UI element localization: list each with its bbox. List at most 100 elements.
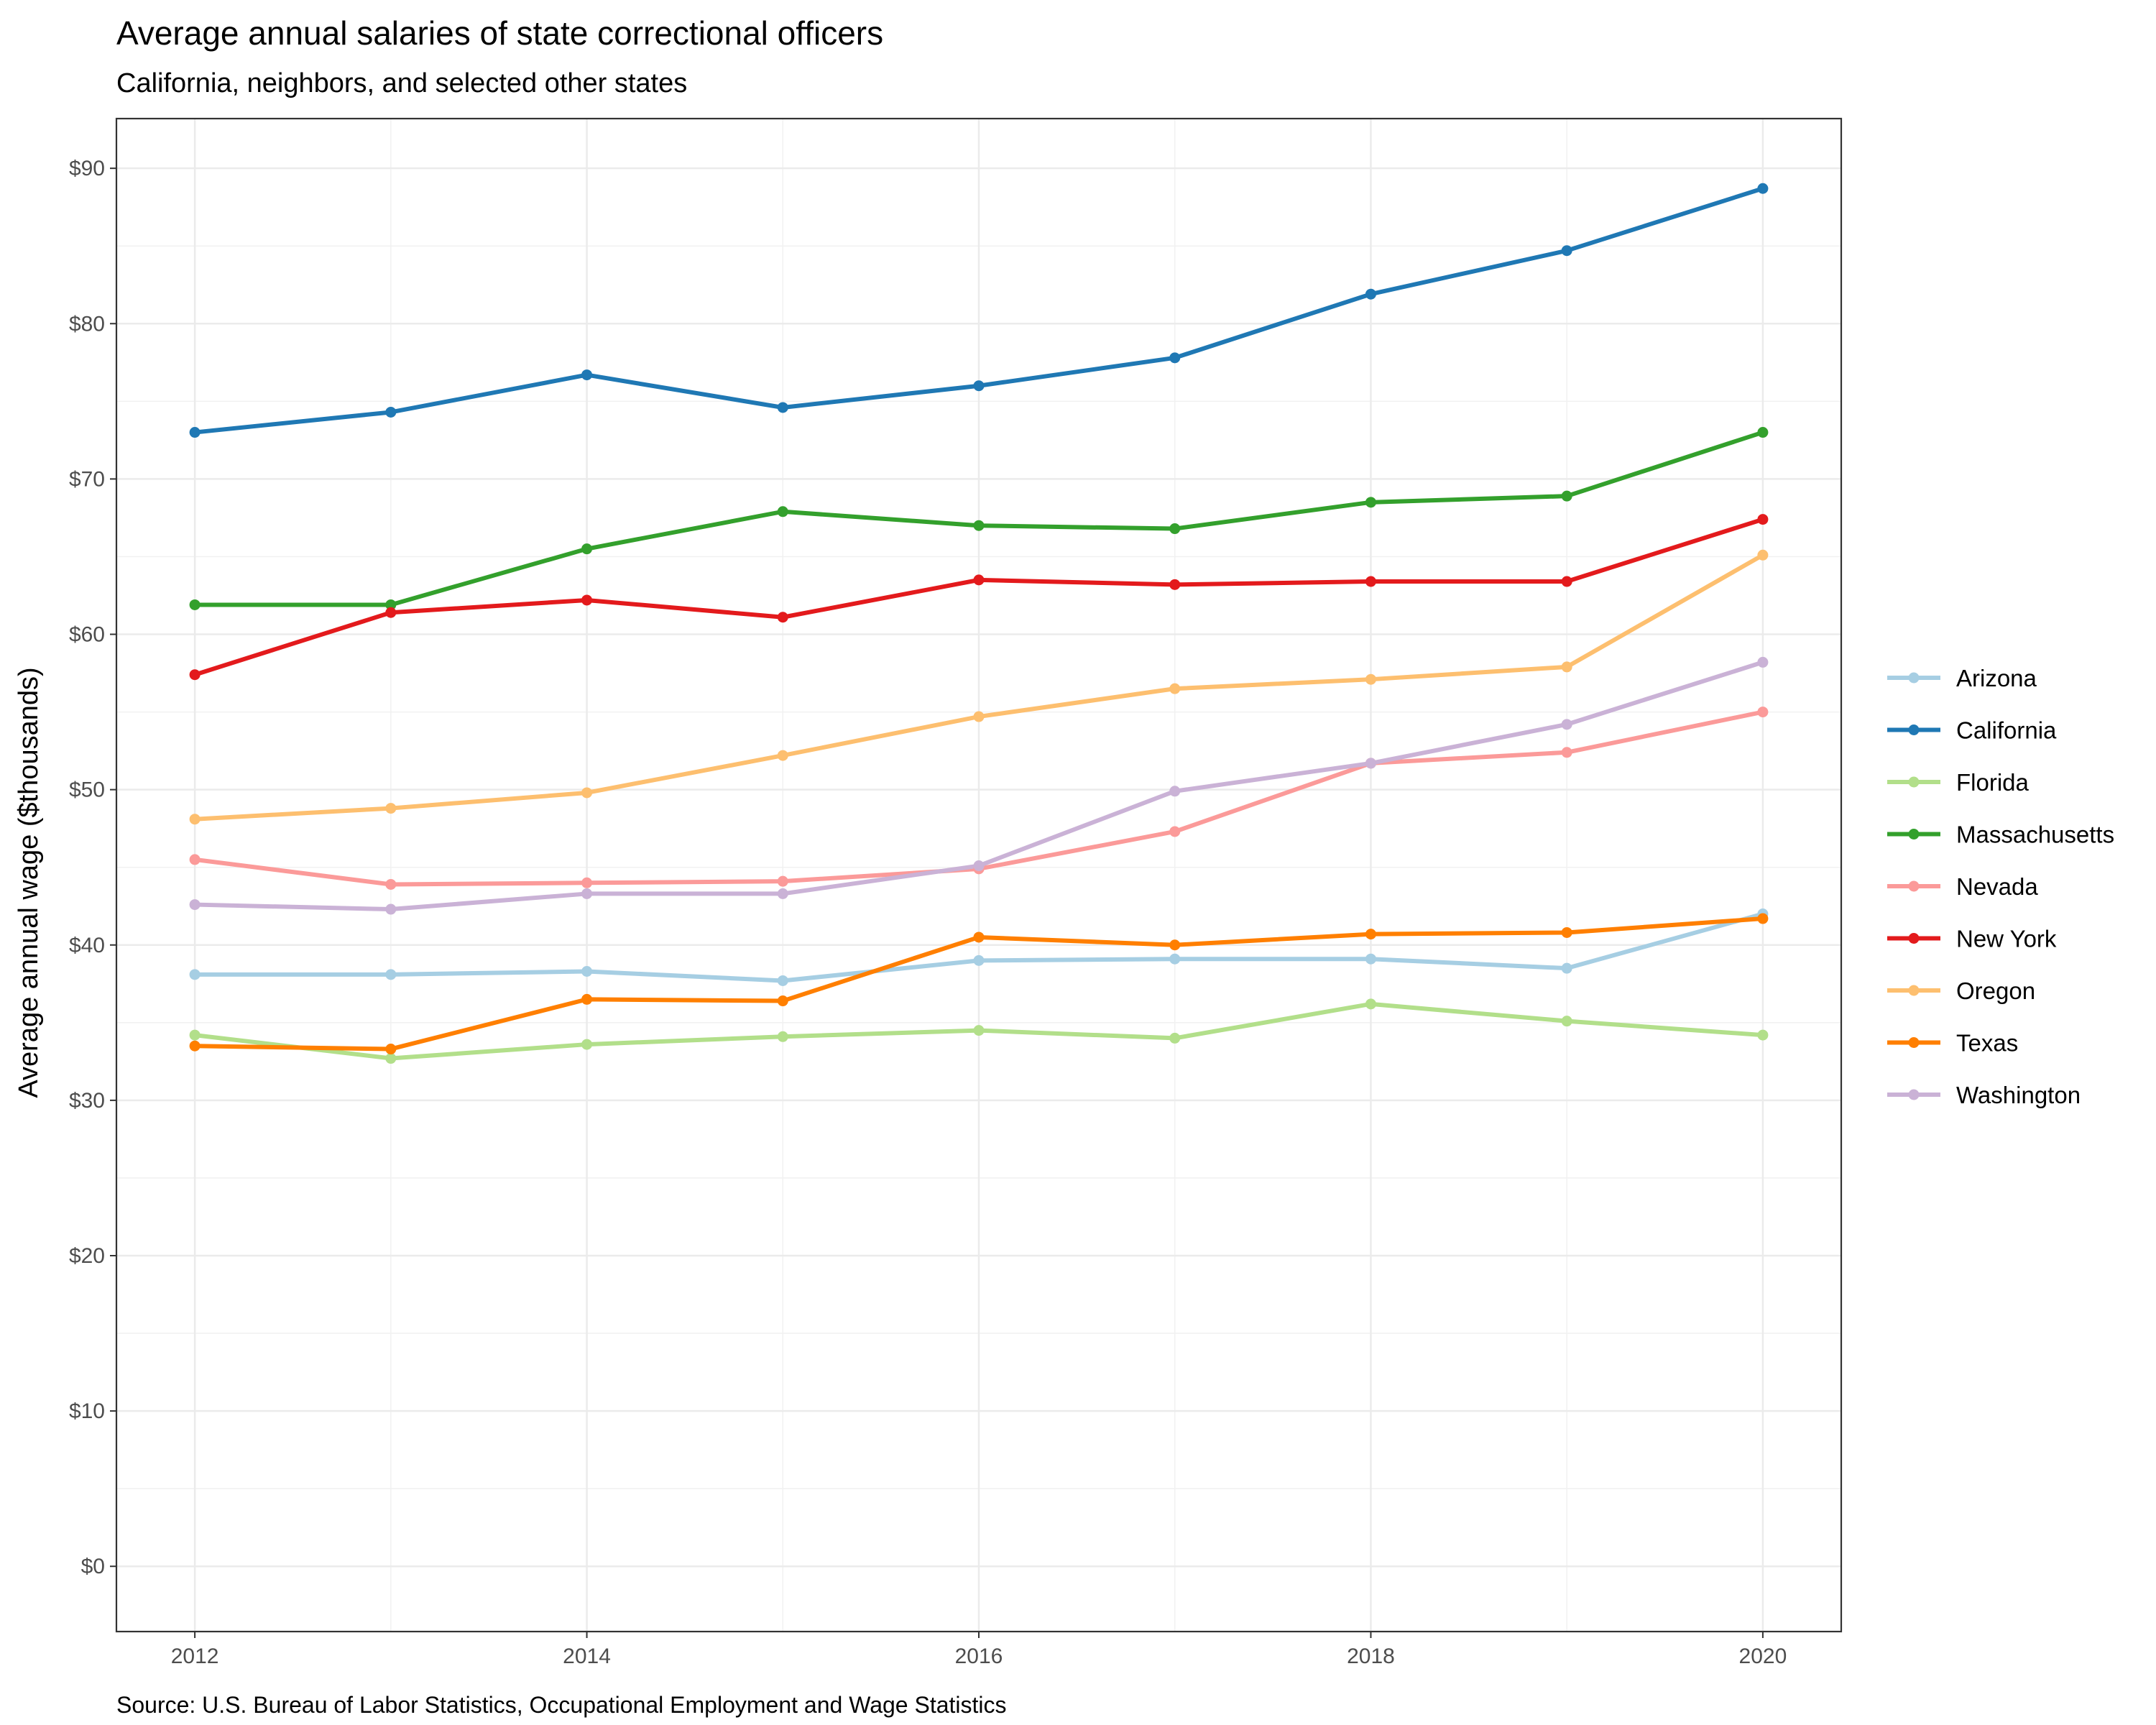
x-tick-label: 2012 xyxy=(171,1644,219,1668)
data-point-oregon xyxy=(1365,673,1376,685)
legend-key-point-nevada xyxy=(1908,880,1920,892)
data-point-nevada xyxy=(189,854,201,865)
data-point-washington xyxy=(1169,786,1181,797)
data-point-new-york xyxy=(973,574,985,586)
data-point-california xyxy=(1169,352,1181,364)
data-point-arizona xyxy=(581,965,593,977)
x-tick-label: 2016 xyxy=(955,1644,1003,1668)
data-point-washington xyxy=(385,903,397,915)
legend-label-oregon: Oregon xyxy=(1956,978,2035,1004)
x-tick-label: 2020 xyxy=(1739,1644,1787,1668)
legend-label-texas: Texas xyxy=(1956,1030,2018,1057)
legend-key-point-arizona xyxy=(1908,672,1920,684)
data-point-nevada xyxy=(1169,826,1181,837)
data-point-massachusetts xyxy=(1365,497,1376,508)
data-point-florida xyxy=(777,1031,788,1042)
legend-label-massachusetts: Massachusetts xyxy=(1956,822,2114,848)
data-point-florida xyxy=(1757,1029,1769,1041)
data-point-massachusetts xyxy=(189,599,201,610)
data-point-oregon xyxy=(385,803,397,814)
data-point-oregon xyxy=(973,711,985,722)
data-point-washington xyxy=(581,888,593,899)
y-tick-label: $60 xyxy=(69,623,105,647)
data-point-nevada xyxy=(581,877,593,888)
data-point-oregon xyxy=(1757,549,1769,561)
data-point-florida xyxy=(189,1029,201,1041)
data-point-new-york xyxy=(1561,576,1572,587)
data-point-florida xyxy=(581,1039,593,1050)
data-point-arizona xyxy=(777,975,788,986)
data-point-texas xyxy=(1365,929,1376,940)
series-points xyxy=(189,183,1769,1064)
legend-label-arizona: Arizona xyxy=(1956,665,2037,691)
data-point-new-york xyxy=(1757,514,1769,525)
y-tick-label: $50 xyxy=(69,778,105,802)
data-point-oregon xyxy=(1561,661,1572,673)
data-point-arizona xyxy=(1365,953,1376,965)
y-tick-label: $0 xyxy=(81,1555,105,1578)
legend-label-california: California xyxy=(1956,717,2057,744)
data-point-california xyxy=(973,380,985,392)
data-point-new-york xyxy=(777,612,788,623)
data-point-nevada xyxy=(1757,707,1769,718)
chart-title: Average annual salaries of state correct… xyxy=(116,14,883,52)
y-tick-label: $40 xyxy=(69,934,105,957)
legend-label-florida: Florida xyxy=(1956,769,2030,796)
data-point-massachusetts xyxy=(1561,490,1572,502)
data-point-massachusetts xyxy=(777,506,788,518)
data-point-oregon xyxy=(1169,683,1181,694)
legend-key-point-washington xyxy=(1908,1089,1920,1100)
data-point-texas xyxy=(1169,939,1181,951)
data-point-texas xyxy=(581,993,593,1005)
legend-key-point-texas xyxy=(1908,1037,1920,1048)
data-point-california xyxy=(1561,245,1572,257)
data-point-florida xyxy=(1561,1016,1572,1027)
data-point-new-york xyxy=(581,594,593,606)
data-point-washington xyxy=(777,888,788,899)
data-point-oregon xyxy=(189,814,201,825)
chart-caption: Source: U.S. Bureau of Labor Statistics,… xyxy=(116,1692,1007,1718)
grid-major xyxy=(116,119,1841,1632)
data-point-new-york xyxy=(189,669,201,681)
data-point-oregon xyxy=(581,787,593,799)
data-point-washington xyxy=(189,899,201,911)
data-point-arizona xyxy=(1169,953,1181,965)
data-point-florida xyxy=(1365,998,1376,1010)
chart-subtitle: California, neighbors, and selected othe… xyxy=(116,68,687,98)
data-point-texas xyxy=(777,995,788,1007)
y-tick-label: $10 xyxy=(69,1399,105,1423)
data-point-massachusetts xyxy=(1169,523,1181,535)
legend-key-point-california xyxy=(1908,724,1920,735)
legend-label-nevada: Nevada xyxy=(1956,873,2038,900)
data-point-arizona xyxy=(973,954,985,966)
data-point-washington xyxy=(1365,758,1376,769)
data-point-texas xyxy=(973,932,985,943)
legend: Arizona California Florida Massachusetts Nev… xyxy=(1887,665,2114,1108)
data-point-arizona xyxy=(1561,962,1572,974)
x-axis: 2012 2014 2016 2018 2020 xyxy=(171,1632,1787,1668)
legend-label-new-york: New York xyxy=(1956,926,2057,952)
data-point-florida xyxy=(385,1053,397,1064)
legend-key-point-florida xyxy=(1908,776,1920,788)
data-point-oregon xyxy=(777,750,788,761)
y-axis: $0 $10 $20 $30 $40 $50 $60 $70 $80 $90 xyxy=(69,157,116,1578)
data-point-california xyxy=(385,406,397,418)
y-axis-title: Average annual wage ($thousands) xyxy=(14,667,44,1098)
y-tick-label: $20 xyxy=(69,1244,105,1268)
data-point-new-york xyxy=(1365,576,1376,587)
data-point-new-york xyxy=(1169,579,1181,590)
data-point-texas xyxy=(1561,926,1572,938)
data-point-washington xyxy=(1561,719,1572,730)
y-tick-label: $80 xyxy=(69,312,105,336)
y-tick-label: $70 xyxy=(69,467,105,491)
legend-key-point-oregon xyxy=(1908,985,1920,996)
legend-key-point-massachusetts xyxy=(1908,829,1920,840)
data-point-new-york xyxy=(385,607,397,618)
data-point-washington xyxy=(1757,656,1769,668)
data-point-california xyxy=(1757,183,1769,194)
legend-label-washington: Washington xyxy=(1956,1082,2081,1108)
data-point-california xyxy=(1365,288,1376,300)
data-point-nevada xyxy=(385,878,397,890)
data-point-california xyxy=(581,369,593,381)
